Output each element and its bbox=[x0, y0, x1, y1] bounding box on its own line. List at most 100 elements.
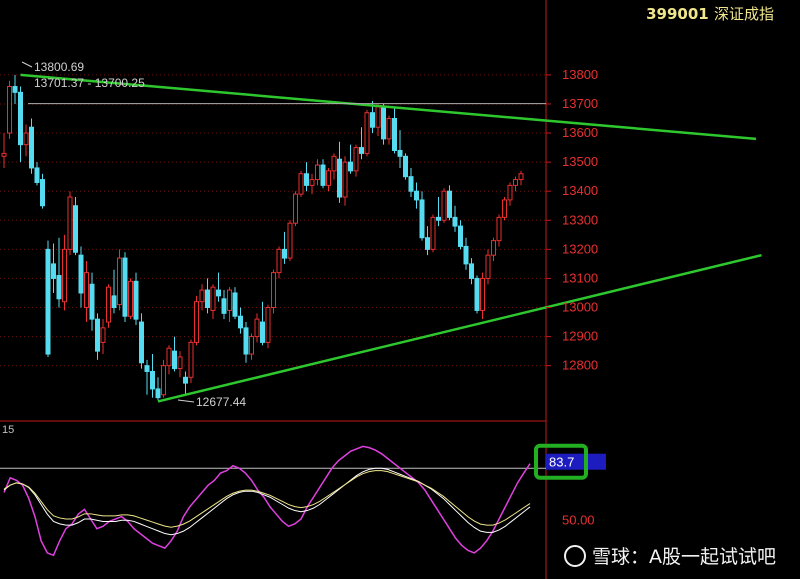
candle-body bbox=[414, 190, 419, 201]
candle-body bbox=[309, 179, 315, 186]
candle-body bbox=[56, 275, 62, 300]
candle-body bbox=[392, 118, 397, 151]
candle-body bbox=[29, 126, 34, 169]
candle-body bbox=[425, 237, 430, 250]
y-tick-label: 13700 bbox=[562, 96, 598, 111]
watermark-text: 雪球：A股一起试试吧 bbox=[592, 546, 776, 568]
candle-body bbox=[287, 222, 293, 259]
candle-body bbox=[375, 106, 381, 128]
candle-body bbox=[315, 164, 320, 181]
candle-body bbox=[62, 248, 67, 303]
high-pointer bbox=[21, 61, 33, 68]
candle-body bbox=[518, 173, 524, 181]
candle-body bbox=[51, 263, 56, 279]
y-tick-label: 13800 bbox=[562, 67, 598, 82]
candle-body bbox=[78, 254, 84, 294]
candle-body bbox=[183, 376, 188, 384]
candle-body bbox=[469, 263, 474, 279]
candlestick-series bbox=[1, 74, 524, 401]
candle-body bbox=[117, 257, 122, 306]
price-axis: 12800 12900 13000 13100 13200 13300 13400 13500… bbox=[546, 67, 598, 373]
candle-body bbox=[430, 216, 436, 250]
y-tick-label: 12900 bbox=[562, 329, 598, 344]
candle-body bbox=[128, 280, 133, 317]
candle-body bbox=[436, 216, 441, 221]
candle-body bbox=[84, 272, 89, 309]
low-pointer bbox=[177, 399, 195, 403]
candle-body bbox=[260, 321, 265, 343]
candle-body bbox=[34, 167, 40, 183]
candle-body bbox=[1, 152, 7, 157]
candle-body bbox=[199, 289, 205, 303]
candle-body bbox=[265, 307, 271, 343]
y-tick-label: 13400 bbox=[562, 183, 598, 198]
trendlines bbox=[20, 73, 762, 403]
candle-body bbox=[496, 216, 502, 242]
candle-body bbox=[419, 199, 425, 239]
candle-body bbox=[155, 388, 161, 399]
candle-body bbox=[485, 254, 491, 279]
candle-body bbox=[23, 132, 29, 146]
candle-body bbox=[381, 106, 386, 140]
d-line bbox=[3, 467, 531, 536]
value-badge-text: 83.7 bbox=[549, 455, 574, 470]
candle-body bbox=[150, 370, 155, 390]
candle-body bbox=[227, 289, 232, 311]
candle-body bbox=[337, 158, 342, 198]
candle-body bbox=[232, 292, 238, 317]
watermark: 雪球：A股一起试试吧 bbox=[564, 542, 776, 569]
candle-body bbox=[139, 321, 144, 364]
index-code: 399001 bbox=[646, 5, 709, 23]
oscillator-label: 15 bbox=[2, 424, 15, 436]
highlight-box bbox=[534, 443, 588, 480]
k-line bbox=[3, 445, 531, 557]
candle-body bbox=[221, 298, 227, 314]
candle-body bbox=[144, 365, 150, 372]
candle-body bbox=[18, 91, 23, 146]
candle-body bbox=[447, 190, 452, 218]
osc-axis-label: 50.00 bbox=[562, 513, 595, 528]
candle-body bbox=[73, 205, 78, 253]
candle-body bbox=[403, 155, 408, 178]
candle-body bbox=[122, 257, 128, 317]
y-tick-label: 13500 bbox=[562, 154, 598, 169]
candle-body bbox=[243, 327, 249, 355]
candle-body bbox=[458, 225, 463, 247]
candle-body bbox=[271, 272, 276, 309]
candle-body bbox=[491, 240, 496, 256]
candle-body bbox=[304, 173, 309, 186]
range-label: 13701.37 - 13700.25 bbox=[34, 76, 145, 90]
candle-body bbox=[249, 336, 254, 355]
candle-body bbox=[166, 347, 172, 367]
y-tick-label: 13300 bbox=[562, 212, 598, 227]
candle-body bbox=[194, 301, 199, 343]
y-tick-label: 13600 bbox=[562, 125, 598, 140]
candle-body bbox=[133, 280, 139, 320]
candle-body bbox=[210, 286, 216, 311]
candle-body bbox=[320, 164, 326, 186]
trendline-lower bbox=[157, 253, 762, 403]
candle-body bbox=[205, 289, 210, 309]
snowball-logo-icon bbox=[564, 545, 586, 567]
candle-body bbox=[45, 248, 51, 355]
candle-body bbox=[326, 170, 331, 186]
candle-body bbox=[111, 295, 117, 309]
candle-body bbox=[7, 86, 12, 134]
candle-body bbox=[172, 350, 177, 370]
candle-body bbox=[188, 341, 194, 378]
candle-body bbox=[238, 315, 243, 329]
candle-body bbox=[342, 161, 348, 198]
ticker-header: 399001 深证成指 bbox=[646, 3, 774, 24]
candle-body bbox=[89, 283, 95, 320]
candle-body bbox=[12, 86, 18, 93]
j-line bbox=[3, 470, 531, 528]
candle-body bbox=[161, 365, 166, 396]
candle-body bbox=[513, 179, 518, 186]
value-badge-bg bbox=[546, 453, 606, 470]
candle-body bbox=[331, 155, 337, 172]
candle-body bbox=[507, 184, 513, 201]
candle-body bbox=[474, 277, 480, 311]
candle-body bbox=[452, 216, 458, 227]
candle-body bbox=[177, 356, 183, 370]
